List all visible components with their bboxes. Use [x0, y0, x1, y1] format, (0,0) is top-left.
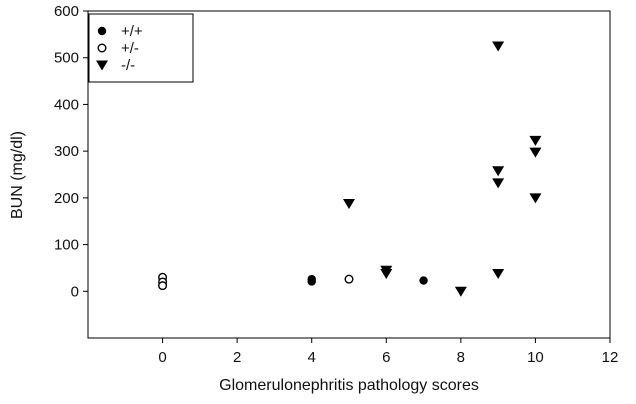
y-tick-label: 0	[71, 283, 79, 300]
x-axis: 0 2 4 6 8 10 12	[158, 338, 618, 366]
data-point	[380, 269, 393, 280]
x-tick-label: 10	[527, 349, 544, 366]
data-point	[492, 41, 505, 52]
data-point	[454, 286, 467, 297]
data-point	[344, 274, 354, 284]
x-tick-label: 8	[457, 349, 465, 366]
y-axis-title: BUN (mg/dl)	[9, 131, 26, 219]
y-tick-label: 200	[54, 190, 79, 207]
y-axis: 0 100 200 300 400 500 600	[54, 3, 88, 300]
legend-label: +/-	[121, 40, 139, 57]
legend-marker	[97, 26, 107, 36]
legend-marker	[97, 43, 107, 53]
y-tick-label: 600	[54, 3, 79, 20]
data-point	[492, 269, 505, 280]
x-tick-label: 0	[158, 349, 166, 366]
plot-frame	[87, 10, 611, 339]
x-tick-label: 4	[308, 349, 316, 366]
legend-label: -/-	[121, 57, 135, 74]
y-tick-label: 500	[54, 50, 79, 67]
data-point	[492, 178, 505, 189]
data-point	[307, 277, 316, 286]
legend: +/++/--/-	[88, 13, 194, 83]
data-point	[492, 166, 505, 177]
data-points	[158, 41, 542, 297]
data-point	[529, 193, 542, 204]
x-axis-title: Glomerulonephritis pathology scores	[219, 377, 479, 394]
data-point	[419, 276, 428, 285]
y-tick-label: 300	[54, 143, 79, 160]
data-point	[529, 135, 542, 146]
y-tick-label: 100	[54, 237, 79, 254]
x-tick-label: 6	[382, 349, 390, 366]
y-tick-label: 400	[54, 96, 79, 113]
data-point	[529, 147, 542, 158]
x-tick-label: 2	[233, 349, 241, 366]
x-tick-label: 12	[602, 349, 619, 366]
data-point	[343, 198, 355, 209]
data-point	[158, 281, 168, 291]
legend-marker	[96, 60, 108, 71]
legend-label: +/+	[121, 23, 143, 40]
